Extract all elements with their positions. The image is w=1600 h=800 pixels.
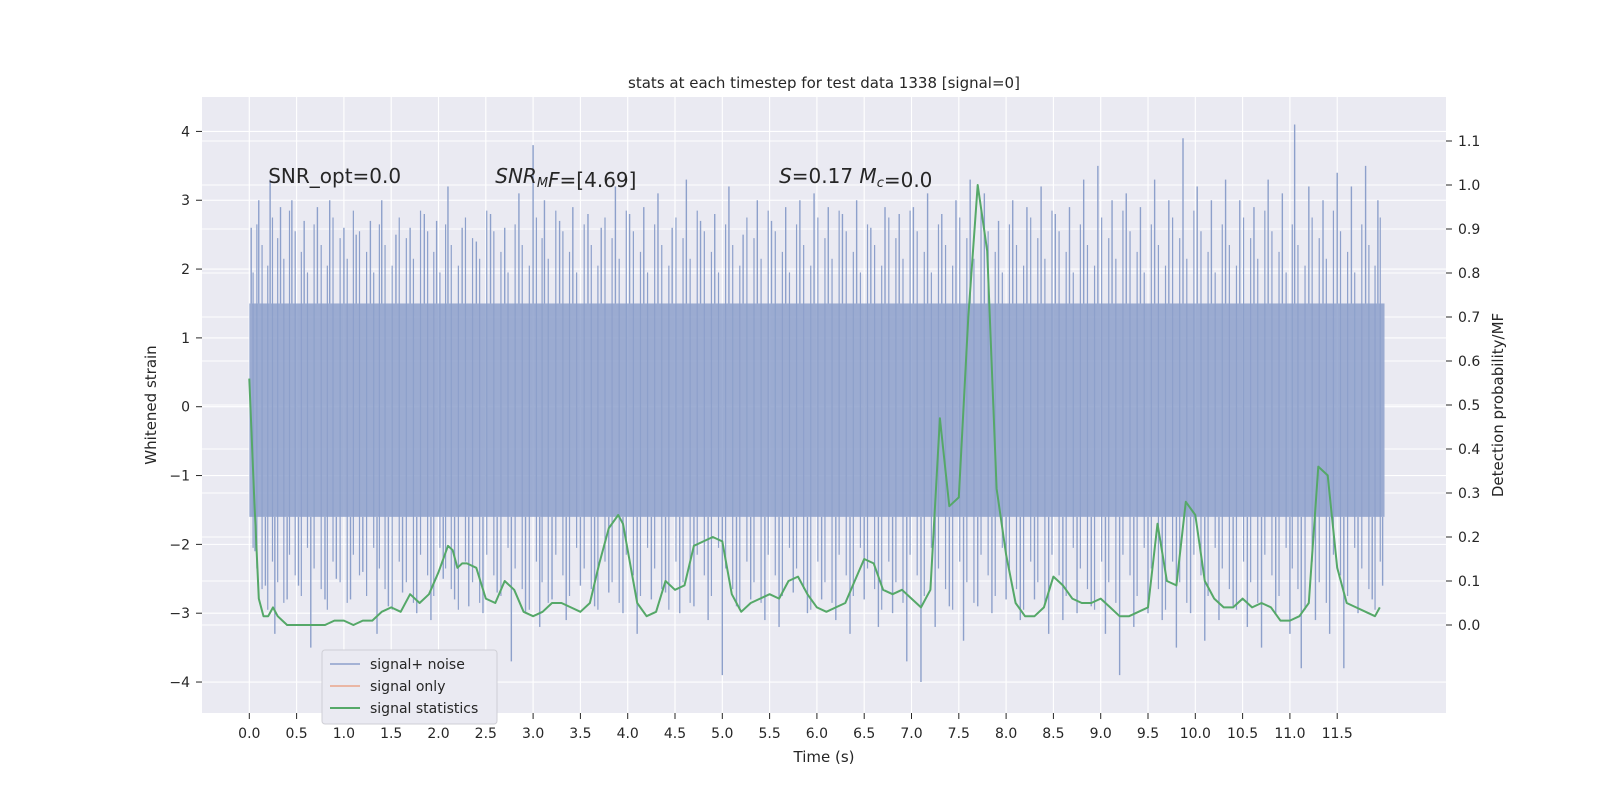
y-right-tick-label-7: 0.7 (1458, 310, 1480, 326)
legend-label-signal-statistics: signal statistics (370, 701, 478, 717)
y-right-tick-label-9: 0.9 (1458, 222, 1480, 238)
annotations: SNR_opt=0.0 SNRMF=[4.69] S=0.17 Mc=0.0 (268, 164, 932, 192)
signal-noise-series (249, 124, 1385, 683)
y-left-tick-label-7: 3 (181, 193, 190, 209)
legend-label-signal-noise: signal+ noise (370, 657, 465, 673)
y-axis-right-label: Detection probability/MF (1489, 313, 1507, 497)
x-tick-label-17: 8.5 (1042, 726, 1064, 742)
x-tick-label-8: 4.0 (617, 726, 639, 742)
y-right-tick-label-0: 0.0 (1458, 618, 1480, 634)
x-tick-label-6: 3.0 (522, 726, 544, 742)
y-left-tick-label-8: 4 (181, 124, 190, 140)
x-tick-label-1: 0.5 (285, 726, 307, 742)
chart-title: stats at each timestep for test data 133… (628, 74, 1020, 92)
x-tick-label-0: 0.0 (238, 726, 260, 742)
y-left-tick-label-3: −1 (169, 469, 190, 485)
y-right-tick-label-3: 0.3 (1458, 486, 1480, 502)
x-tick-label-23: 11.5 (1322, 726, 1353, 742)
x-axis: 0.0 0.5 1.0 1.5 2.0 2.5 3.0 3.5 4.0 4.5 5.0 5.5 6.0 6… (238, 713, 1353, 742)
y-axis-right: 0.0 0.1 0.2 0.3 0.4 0.5 0.6 0.7 0.8 0.9 1.0 1.1 (1446, 134, 1480, 634)
x-tick-label-21: 10.5 (1227, 726, 1258, 742)
x-tick-label-14: 7.0 (900, 726, 922, 742)
y-left-tick-label-0: −4 (169, 675, 190, 691)
y-right-tick-label-2: 0.2 (1458, 530, 1480, 546)
signal-statistics-series (248, 184, 1381, 626)
y-left-tick-label-6: 2 (181, 262, 190, 278)
x-tick-label-16: 8.0 (995, 726, 1017, 742)
x-tick-label-18: 9.0 (1090, 726, 1112, 742)
x-axis-label: Time (s) (793, 748, 855, 766)
signal-noise-band (249, 303, 1385, 517)
x-tick-label-4: 2.0 (427, 726, 449, 742)
y-right-tick-label-8: 0.8 (1458, 266, 1480, 282)
x-tick-label-10: 5.0 (711, 726, 733, 742)
x-tick-label-19: 9.5 (1137, 726, 1159, 742)
legend-label-signal-only: signal only (370, 679, 445, 695)
annotation-snr-mf: SNRMF=[4.69] (495, 164, 636, 192)
y-right-tick-label-5: 0.5 (1458, 398, 1480, 414)
y-right-tick-label-4: 0.4 (1458, 442, 1480, 458)
annotation-snr-opt: SNR_opt=0.0 (268, 164, 401, 188)
x-tick-label-5: 2.5 (475, 726, 497, 742)
y-right-tick-label-10: 1.0 (1458, 178, 1480, 194)
y-right-tick-label-11: 1.1 (1458, 134, 1480, 150)
y-right-tick-label-6: 0.6 (1458, 354, 1480, 370)
legend-box (321, 649, 498, 725)
y-left-tick-label-4: 0 (181, 400, 190, 416)
x-tick-label-22: 11.0 (1274, 726, 1305, 742)
y-left-tick-label-5: 1 (181, 331, 190, 347)
x-tick-label-11: 5.5 (758, 726, 780, 742)
x-tick-label-7: 3.5 (569, 726, 591, 742)
y-right-tick-label-1: 0.1 (1458, 574, 1480, 590)
y-axis-left-label: Whitened strain (142, 345, 160, 464)
annotation-s-mc: S=0.17 Mc=0.0 (779, 164, 932, 192)
x-tick-label-12: 6.0 (806, 726, 828, 742)
y-left-tick-label-1: −3 (169, 606, 190, 622)
y-axis-left: −4 −3 −2 −1 0 1 2 3 4 (169, 124, 202, 691)
x-tick-label-13: 6.5 (853, 726, 875, 742)
x-tick-label-9: 4.5 (664, 726, 686, 742)
y-left-tick-label-2: −2 (169, 537, 190, 553)
x-tick-label-3: 1.5 (380, 726, 402, 742)
x-tick-label-15: 7.5 (948, 726, 970, 742)
signal-statistics-line (248, 184, 1381, 626)
legend: signal+ noise signal only signal statist… (321, 649, 498, 725)
x-tick-label-2: 1.0 (333, 726, 355, 742)
x-tick-label-20: 10.0 (1180, 726, 1211, 742)
